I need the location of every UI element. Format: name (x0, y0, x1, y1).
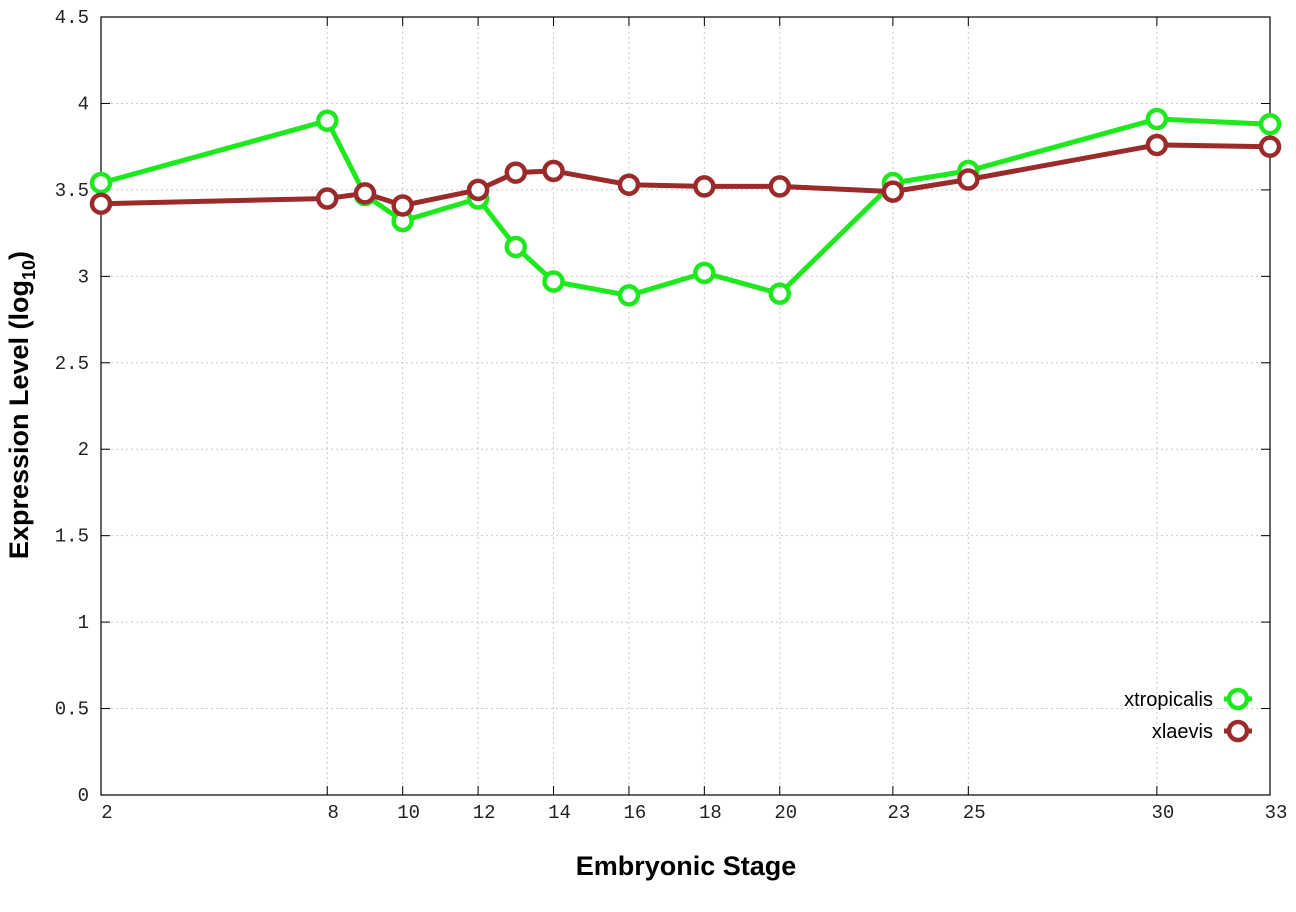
series-xlaevis (89, 133, 1282, 217)
data-point-xlaevis (617, 173, 641, 196)
y-tick-label: 4 (78, 93, 89, 115)
data-point-xlaevis (1145, 133, 1169, 157)
x-tick-label: 20 (774, 802, 797, 824)
x-tick-label: 18 (699, 802, 722, 824)
data-point-xlaevis (693, 175, 716, 198)
series-xtropicalis (89, 107, 1282, 307)
x-tick-label: 10 (397, 802, 420, 824)
data-point-xlaevis (466, 178, 490, 202)
axis-ticks (100, 16, 1271, 796)
data-point-xlaevis (89, 192, 113, 215)
legend-marker (1226, 719, 1250, 743)
data-point-xlaevis (542, 159, 565, 183)
data-point-xtropicalis (617, 284, 641, 307)
data-point-xtropicalis (542, 270, 565, 293)
legend: xtropicalis xlaevis (1124, 687, 1252, 743)
x-tick-label: 8 (328, 802, 339, 824)
data-point-xtropicalis (89, 171, 113, 195)
y-axis-title-main: Expression Level (log (4, 280, 34, 559)
y-tick-label: 2.5 (55, 353, 89, 375)
y-tick-label: 1.5 (55, 526, 89, 548)
y-tick-label: 3 (78, 266, 89, 288)
y-tick-label: 0.5 (55, 699, 89, 721)
y-tick-label: 2 (78, 439, 89, 461)
legend-label-xlaevis: xlaevis (1152, 721, 1213, 743)
series-line-xlaevis (98, 142, 1273, 208)
x-tick-label: 30 (1151, 802, 1174, 824)
series-line-xtropicalis (98, 116, 1273, 298)
y-tick-labels: 0 0.5 1 1.5 2 2.5 3 3.5 4 4.5 (55, 7, 89, 807)
y-tick-label: 3.5 (55, 180, 89, 202)
data-point-xlaevis (391, 194, 414, 217)
y-axis-title: Expression Level (log10) (4, 251, 39, 559)
x-tick-label: 25 (963, 802, 986, 824)
y-axis-title-subscript: 10 (19, 260, 39, 280)
data-point-xlaevis (316, 187, 339, 210)
data-point-xtropicalis (768, 282, 792, 305)
data-point-xlaevis (504, 161, 528, 184)
x-tick-label: 14 (548, 802, 571, 824)
data-point-xtropicalis (316, 109, 339, 132)
legend-marker (1226, 687, 1250, 711)
data-point-xtropicalis (1145, 107, 1169, 131)
legend-sample-xlaevis (1224, 719, 1252, 743)
data-point-xlaevis (353, 182, 377, 205)
plot-frame (100, 16, 1271, 796)
legend-sample-xtropicalis (1224, 687, 1252, 711)
data-point-xlaevis (957, 168, 980, 191)
y-tick-label: 0 (78, 785, 89, 807)
x-tick-label: 33 (1265, 802, 1288, 824)
x-tick-label: 16 (624, 802, 647, 824)
data-point-xlaevis (1258, 135, 1282, 158)
data-point-xtropicalis (1258, 112, 1282, 136)
x-tick-labels: 2 8 10 12 14 16 18 20 23 25 30 33 (101, 802, 1287, 824)
data-point-xtropicalis (693, 261, 716, 285)
data-point-xlaevis (768, 175, 792, 198)
y-axis-title-close: ) (4, 251, 34, 260)
y-tick-label: 1 (78, 612, 89, 634)
data-point-xtropicalis (504, 235, 528, 259)
x-tick-label: 2 (101, 802, 112, 824)
x-axis-title: Embryonic Stage (576, 851, 797, 881)
x-tick-label: 12 (473, 802, 496, 824)
data-point-xlaevis (881, 180, 905, 203)
y-tick-label: 4.5 (55, 7, 89, 29)
series (89, 107, 1282, 307)
legend-label-xtropicalis: xtropicalis (1124, 689, 1213, 711)
x-tick-label: 23 (887, 802, 910, 824)
